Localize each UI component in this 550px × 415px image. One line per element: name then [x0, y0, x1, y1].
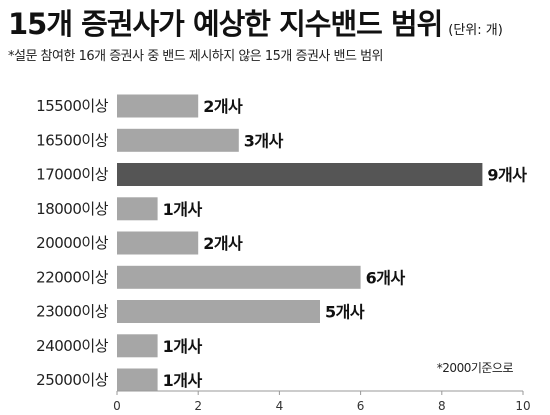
category-label: 20000이상	[36, 234, 109, 252]
chart-title: 15개 증권사가 예상한 지수밴드 범위 (단위: 개)	[8, 6, 542, 49]
value-label: 1개사	[163, 337, 203, 356]
bar	[117, 163, 483, 186]
value-label: 2개사	[203, 97, 243, 116]
x-tick-label: 4	[276, 399, 284, 413]
x-tick-label: 2	[194, 399, 202, 413]
bar	[117, 94, 199, 118]
category-label: 24000이상	[36, 337, 109, 355]
value-label: 1개사	[163, 371, 203, 390]
x-tick-label: 10	[515, 399, 530, 413]
category-label: 25000이상	[36, 371, 109, 389]
category-label: 16500이상	[36, 131, 109, 149]
bar	[117, 128, 239, 152]
x-tick-label: 6	[357, 399, 365, 413]
category-label: 23000이상	[36, 303, 109, 321]
x-tick-label: 8	[438, 399, 446, 413]
bar	[117, 231, 199, 255]
value-label: 3개사	[244, 131, 284, 150]
value-label: 2개사	[203, 234, 243, 253]
value-label: 1개사	[163, 200, 203, 219]
bar	[117, 368, 158, 392]
value-label: 6개사	[366, 268, 406, 287]
bar	[117, 300, 320, 323]
category-label: 17000이상	[36, 166, 109, 184]
footnote: *2000기준으로	[437, 361, 514, 375]
value-label: 5개사	[325, 303, 365, 322]
category-label: 15500이상	[36, 97, 109, 115]
category-label: 22000이상	[36, 268, 109, 286]
category-label: 18000이상	[36, 200, 109, 218]
bar	[117, 265, 361, 289]
unit-label: (단위: 개)	[448, 23, 503, 38]
value-label: 9개사	[487, 166, 527, 185]
x-tick-label: 0	[113, 399, 121, 413]
chart-title-text: 15개 증권사가 예상한 지수밴드 범위	[8, 7, 443, 41]
bar	[117, 334, 158, 358]
chart-subtitle: *설문 참여한 16개 증권사 중 밴드 제시하지 않은 15개 증권사 밴드 …	[8, 49, 384, 64]
bar	[117, 197, 158, 221]
